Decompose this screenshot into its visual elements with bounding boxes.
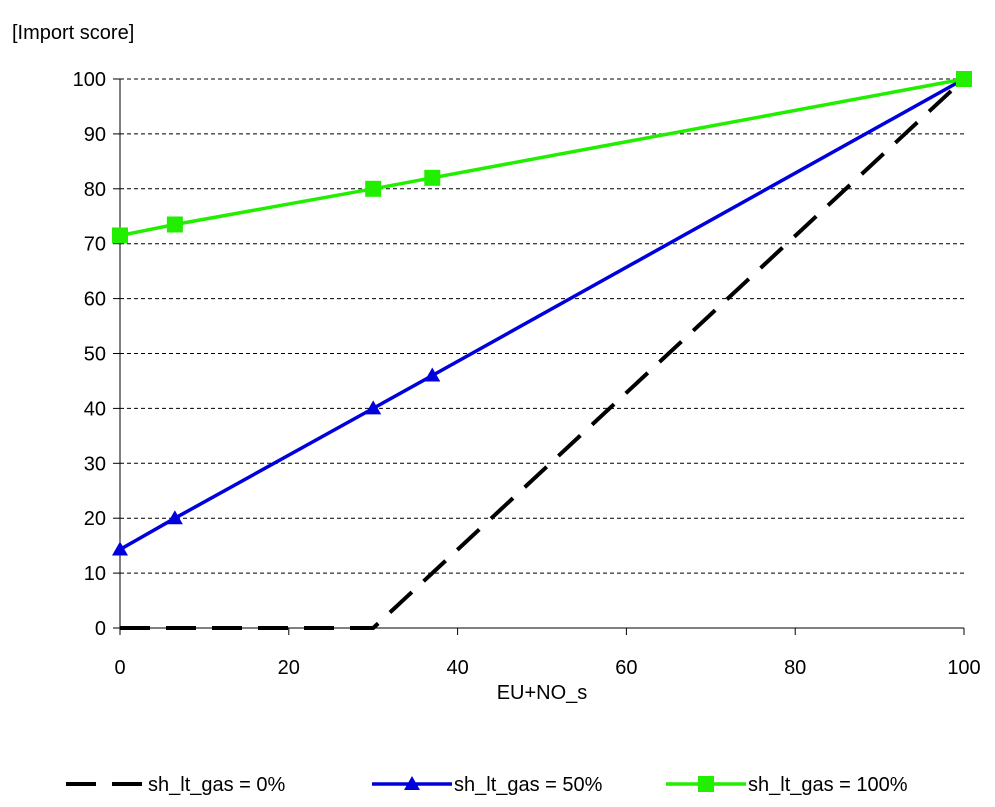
- y-tick-label-100: 100: [73, 69, 106, 91]
- series-3-point-1: [166, 216, 183, 233]
- y-tick-label-50: 50: [84, 344, 106, 366]
- x-tick-label-20: 20: [278, 657, 300, 679]
- series-group: [112, 71, 972, 630]
- series-2-point-0: [112, 541, 128, 556]
- x-tick-label-60: 60: [615, 657, 637, 679]
- x-tick-label-40: 40: [446, 657, 468, 679]
- legend-label-1: sh_lt_gas = 0%: [148, 774, 286, 796]
- legend-label-3: sh_lt_gas = 100%: [748, 774, 908, 796]
- y-tick-label-70: 70: [84, 234, 106, 256]
- y-tick-label-10: 10: [84, 563, 106, 585]
- legend-marker-2: [404, 776, 420, 790]
- y-tick-label-30: 30: [84, 453, 106, 475]
- series-3-point-0: [112, 227, 128, 244]
- series-1: [120, 77, 966, 630]
- series-2-line: [119, 77, 965, 552]
- y-tick-label-0: 0: [95, 618, 106, 640]
- series-2-point-2: [365, 400, 382, 415]
- series-2: [112, 71, 972, 556]
- gridlines: [120, 78, 964, 574]
- y-tick-label-60: 60: [84, 289, 106, 311]
- series-3-point-3: [424, 169, 441, 186]
- legend-item-1: sh_lt_gas = 0%: [66, 774, 286, 796]
- legend-label-2: sh_lt_gas = 50%: [454, 774, 603, 796]
- series-3-line: [119, 77, 965, 238]
- y-tick-label-90: 90: [84, 124, 106, 146]
- legend: sh_lt_gas = 0% sh_lt_gas = 50% sh_lt_gas =…: [66, 774, 908, 796]
- series-3-point-4: [956, 71, 972, 87]
- x-axis-title: EU+NO_s: [497, 682, 588, 704]
- series-2-point-1: [166, 510, 183, 525]
- y-tick-label-40: 40: [84, 398, 106, 420]
- y-axis-title: [Import score]: [12, 22, 134, 44]
- axes: [113, 78, 965, 635]
- series-1-line: [120, 77, 966, 630]
- y-tick-label-20: 20: [84, 508, 106, 530]
- y-tick-labels: 0 10 20 30 40 50 60 70 80 90 100: [73, 69, 106, 640]
- x-tick-labels: 0 20 40 60 80 100: [114, 657, 980, 679]
- series-3-point-2: [365, 180, 382, 197]
- x-tick-label-80: 80: [784, 657, 806, 679]
- series-3: [112, 71, 972, 244]
- x-tick-label-100: 100: [947, 657, 980, 679]
- x-tick-label-0: 0: [114, 657, 125, 679]
- legend-item-3: sh_lt_gas = 100%: [666, 774, 908, 796]
- legend-item-2: sh_lt_gas = 50%: [372, 774, 603, 796]
- legend-marker-3: [698, 776, 714, 792]
- y-tick-label-80: 80: [84, 179, 106, 201]
- series-2-point-3: [424, 367, 441, 382]
